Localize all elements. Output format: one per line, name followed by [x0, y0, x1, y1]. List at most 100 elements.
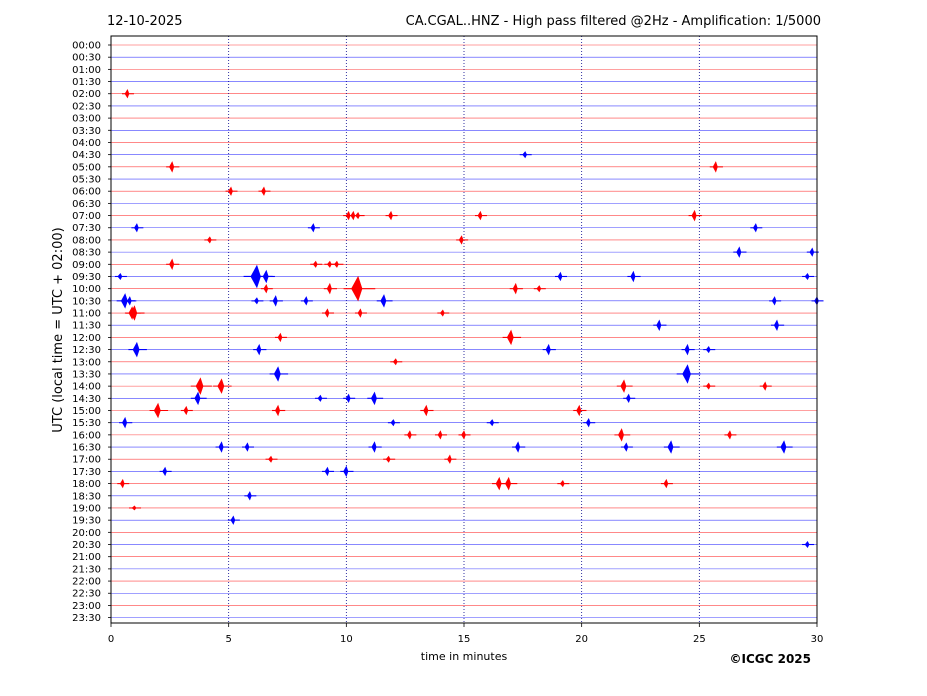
- y-tick-label: 16:00: [72, 430, 101, 441]
- seismic-event: [681, 343, 695, 356]
- seismic-event: [444, 454, 457, 464]
- seismic-event: [557, 480, 570, 488]
- y-tick-label: 21:30: [72, 564, 101, 575]
- seismic-event: [300, 296, 313, 306]
- seismic-event: [121, 89, 134, 99]
- seismic-event: [190, 391, 207, 406]
- y-tick-label: 20:30: [72, 540, 101, 551]
- y-tick-label: 15:30: [72, 418, 101, 429]
- y-tick-label: 09:00: [72, 260, 101, 271]
- x-tick-label: 10: [340, 634, 353, 645]
- y-tick-label: 23:30: [72, 613, 101, 624]
- seismic-event: [660, 478, 673, 489]
- seismic-event: [314, 394, 327, 402]
- seismic-event: [269, 295, 283, 307]
- seismic-event: [420, 404, 434, 417]
- seismic-event: [802, 540, 815, 549]
- y-tick-label: 11:30: [72, 321, 101, 332]
- y-tick-label: 10:00: [72, 284, 101, 295]
- seismic-event: [272, 404, 286, 417]
- seismic-event: [458, 430, 471, 440]
- y-tick-label: 08:00: [72, 235, 101, 246]
- seismic-event: [331, 260, 344, 268]
- seismic-event: [131, 223, 144, 233]
- seismic-event: [434, 430, 447, 440]
- seismic-event: [573, 404, 587, 417]
- seismic-event: [676, 364, 701, 384]
- x-axis-ticks: 0 5 10 15 20 25 30: [108, 623, 824, 645]
- seismic-event: [542, 343, 556, 356]
- seismic-event: [128, 341, 147, 358]
- seismic-event: [620, 442, 633, 452]
- seismic-event: [159, 466, 172, 477]
- x-tick-label: 30: [811, 634, 824, 645]
- seismic-event: [802, 272, 815, 281]
- y-tick-label: 10:30: [72, 296, 101, 307]
- y-tick-label: 22:00: [72, 577, 101, 588]
- y-tick-label: 09:30: [72, 272, 101, 283]
- seismic-event: [322, 466, 335, 477]
- y-tick-label: 12:00: [72, 333, 101, 344]
- seismic-event: [354, 308, 367, 318]
- chart-title: CA.CGAL..HNZ - High pass filtered @2Hz -…: [406, 14, 821, 29]
- seismic-event: [343, 393, 356, 403]
- seismic-event: [114, 272, 127, 281]
- seismic-event: [614, 428, 631, 442]
- seismic-event: [583, 418, 596, 428]
- seismic-event: [383, 455, 396, 463]
- x-tick-label: 15: [458, 634, 471, 645]
- seismic-event: [724, 430, 737, 440]
- seismic-event: [126, 305, 145, 321]
- seismic-event: [759, 381, 772, 391]
- y-tick-label: 05:00: [72, 162, 101, 173]
- y-tick-label: 17:00: [72, 455, 101, 466]
- y-tick-label: 23:00: [72, 601, 101, 612]
- y-tick-label: 22:30: [72, 589, 101, 600]
- seismic-event: [368, 441, 382, 453]
- seismic-event: [213, 378, 232, 394]
- y-tick-label: 01:30: [72, 77, 101, 88]
- seismic-event: [512, 441, 526, 453]
- seismic-event: [307, 223, 320, 233]
- seismic-event: [269, 366, 289, 382]
- seismic-event: [323, 282, 338, 295]
- seismic-event: [750, 223, 763, 233]
- y-tick-label: 17:30: [72, 467, 101, 478]
- seismic-event: [709, 161, 723, 173]
- seismic-event: [519, 151, 532, 159]
- y-tick-label: 18:30: [72, 491, 101, 502]
- y-tick-label: 07:00: [72, 211, 101, 222]
- seismic-event: [166, 258, 180, 271]
- seismic-event: [258, 186, 271, 196]
- y-tick-label: 14:30: [72, 394, 101, 405]
- seismic-event: [509, 282, 523, 295]
- seismic-event: [129, 505, 142, 511]
- copyright-credit: ©ICGC 2025: [729, 652, 811, 666]
- seismic-event: [627, 270, 641, 283]
- seismic-event: [385, 210, 398, 221]
- y-tick-label: 03:00: [72, 114, 101, 125]
- seismic-event: [149, 402, 169, 419]
- seismic-event: [474, 210, 487, 221]
- y-tick-label: 06:30: [72, 199, 101, 210]
- seismic-event: [117, 478, 130, 489]
- seismic-event: [215, 441, 229, 453]
- y-tick-label: 21:00: [72, 552, 101, 563]
- seismic-event: [190, 377, 212, 395]
- y-tick-label: 11:00: [72, 309, 101, 320]
- y-tick-label: 02:00: [72, 89, 101, 100]
- seismic-event: [251, 297, 264, 305]
- y-tick-label: 12:30: [72, 345, 101, 356]
- vertical-grid: [228, 36, 700, 623]
- y-tick-label: 13:30: [72, 369, 101, 380]
- x-tick-label: 25: [693, 634, 706, 645]
- seismic-event: [259, 269, 275, 284]
- seismic-event: [437, 309, 450, 317]
- seismic-event: [663, 440, 680, 454]
- seismic-event: [180, 405, 193, 416]
- seismic-event: [124, 296, 137, 306]
- y-tick-label: 00:00: [72, 41, 101, 52]
- seismic-event: [733, 246, 747, 258]
- seismic-event: [456, 235, 469, 245]
